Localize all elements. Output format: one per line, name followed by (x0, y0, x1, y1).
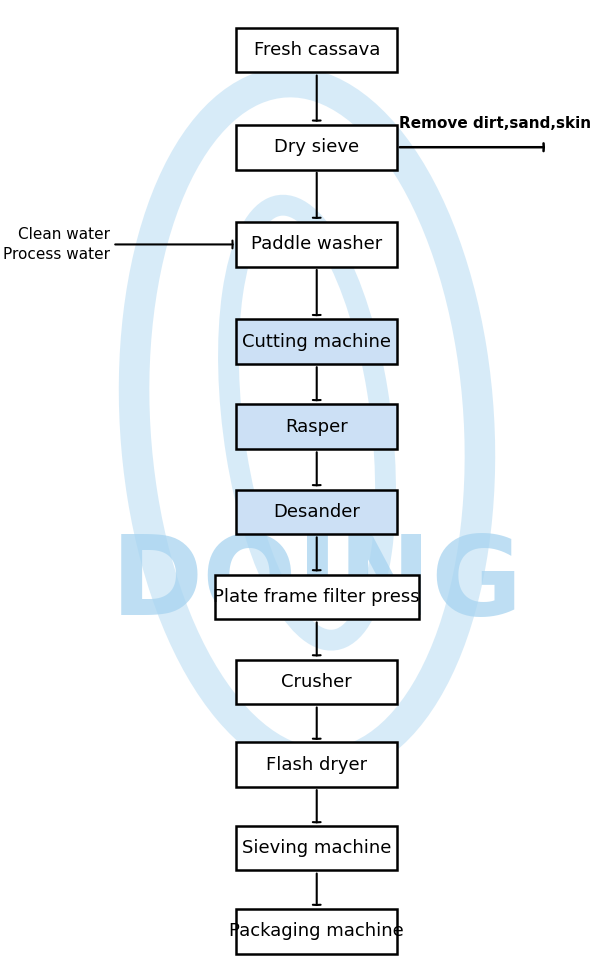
FancyBboxPatch shape (236, 222, 397, 267)
Text: Desander: Desander (273, 503, 360, 521)
FancyBboxPatch shape (236, 27, 397, 72)
Text: Fresh cassava: Fresh cassava (254, 41, 380, 59)
Text: Cutting machine: Cutting machine (242, 332, 391, 351)
FancyBboxPatch shape (236, 489, 397, 534)
FancyBboxPatch shape (236, 742, 397, 787)
Text: Clean water
Process water: Clean water Process water (3, 227, 110, 262)
Text: Plate frame filter press: Plate frame filter press (214, 588, 420, 605)
Text: Crusher: Crusher (281, 673, 352, 691)
FancyBboxPatch shape (236, 405, 397, 449)
FancyBboxPatch shape (236, 660, 397, 704)
Text: Remove dirt,sand,skin: Remove dirt,sand,skin (400, 116, 592, 131)
Text: Sieving machine: Sieving machine (242, 839, 391, 857)
FancyBboxPatch shape (236, 320, 397, 364)
FancyBboxPatch shape (215, 574, 419, 619)
FancyBboxPatch shape (236, 910, 397, 954)
Text: Flash dryer: Flash dryer (266, 756, 367, 773)
Text: Paddle washer: Paddle washer (251, 235, 382, 254)
Text: Rasper: Rasper (286, 417, 348, 436)
Text: DOING: DOING (110, 531, 523, 639)
Text: Dry sieve: Dry sieve (274, 138, 359, 156)
FancyBboxPatch shape (236, 125, 397, 170)
FancyBboxPatch shape (236, 826, 397, 871)
Text: Packaging machine: Packaging machine (229, 922, 404, 941)
